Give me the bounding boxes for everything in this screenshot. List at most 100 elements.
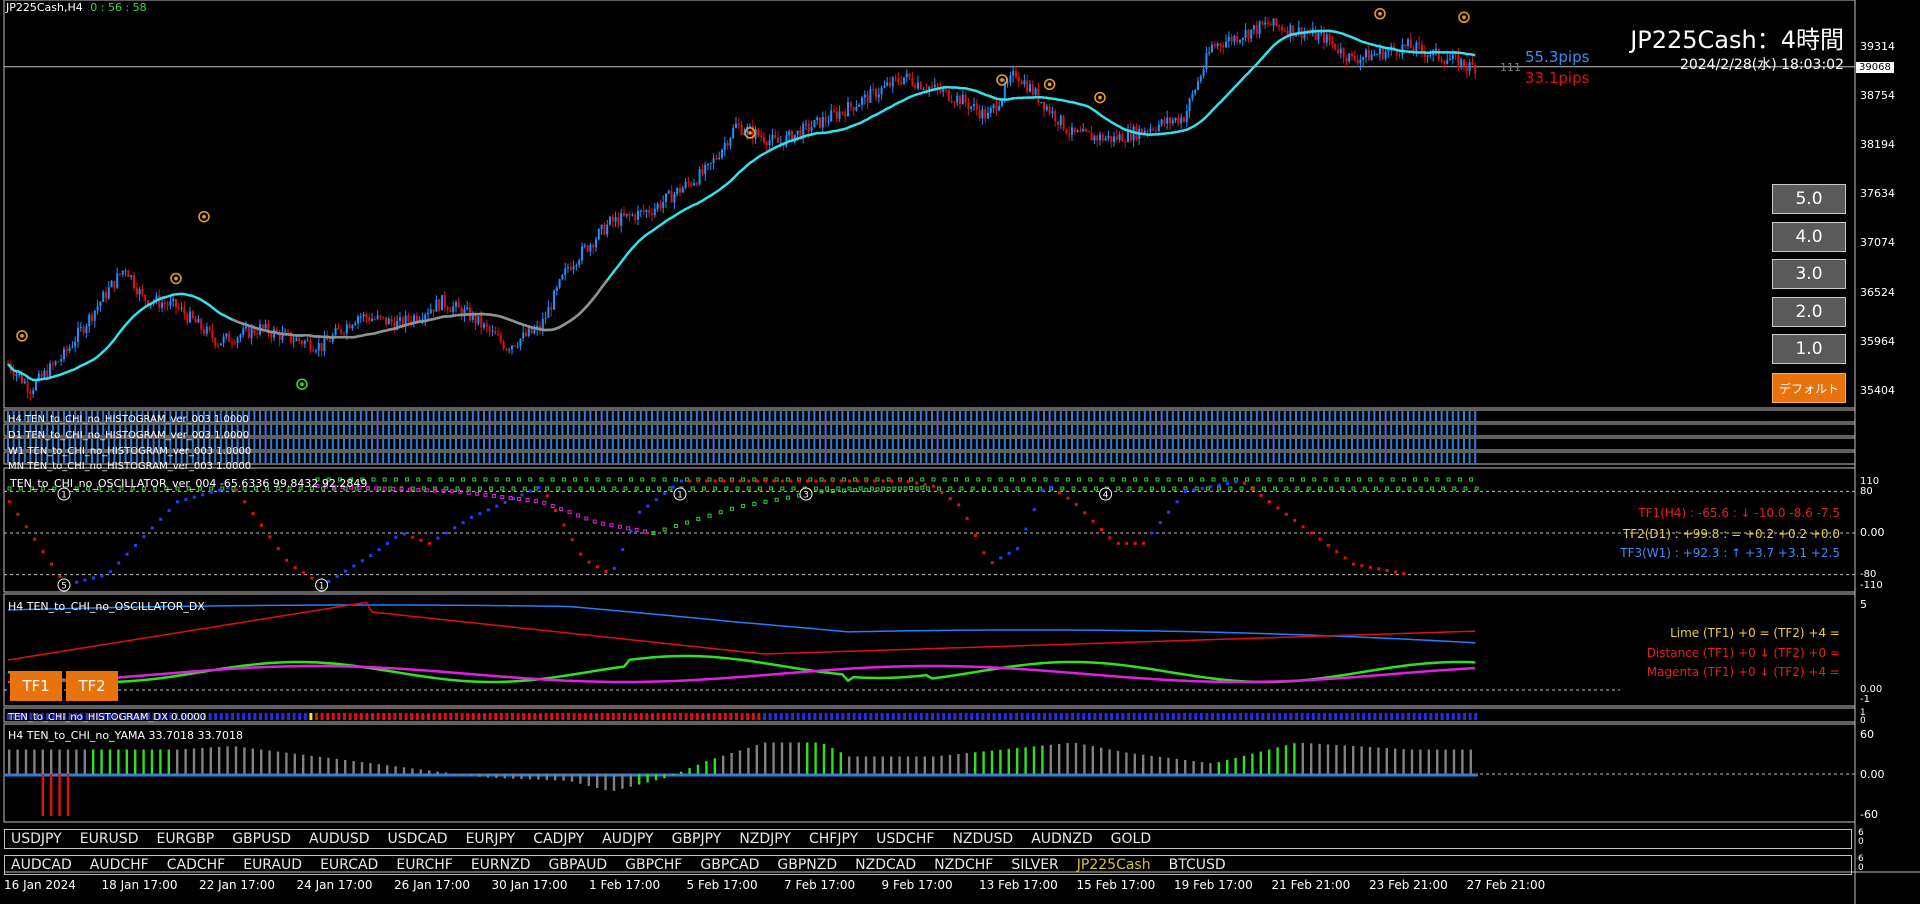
pair-button-gbpnzd[interactable]: GBPNZD bbox=[777, 857, 838, 873]
default-button[interactable]: デフォルト bbox=[1772, 373, 1846, 403]
histogram-dx-bar bbox=[1037, 713, 1041, 720]
histogram-bar bbox=[7, 453, 9, 463]
histogram-bar bbox=[1351, 425, 1353, 435]
osc-tf2-band-marker bbox=[444, 486, 449, 491]
zoom-1-button[interactable]: 1.0 bbox=[1772, 334, 1846, 364]
histogram-bar bbox=[572, 411, 575, 421]
histogram-dx-bar bbox=[550, 713, 554, 720]
candle-body bbox=[541, 318, 544, 331]
histogram-bar bbox=[91, 425, 93, 435]
candle-body bbox=[49, 363, 51, 378]
pair-button-audchf[interactable]: AUDCHF bbox=[89, 857, 149, 873]
candle-body bbox=[547, 307, 550, 318]
candle-body bbox=[936, 84, 939, 89]
yama-bar bbox=[1049, 744, 1052, 774]
candle-body bbox=[264, 323, 267, 329]
histogram-bar bbox=[1328, 453, 1331, 463]
osc-tf1-dot bbox=[822, 479, 826, 483]
yama-bar bbox=[1276, 747, 1279, 774]
histogram-bar bbox=[830, 453, 833, 463]
histogram-dx-bar bbox=[1356, 713, 1360, 720]
tf2-button[interactable]: TF2 bbox=[66, 671, 118, 701]
zoom-2-button[interactable]: 2.0 bbox=[1772, 297, 1846, 327]
pair-button-gbpusd[interactable]: GBPUSD bbox=[232, 831, 291, 847]
zoom-4-button[interactable]: 4.0 bbox=[1772, 222, 1846, 252]
osc-cycle-marker bbox=[57, 487, 71, 501]
histogram-dx-bar bbox=[1261, 713, 1265, 720]
histogram-bar bbox=[925, 411, 928, 421]
candle-body bbox=[21, 374, 23, 384]
pair-button-gbpjpy[interactable]: GBPJPY bbox=[671, 831, 722, 847]
candle-body bbox=[1418, 42, 1421, 45]
pair-button-nzdjpy[interactable]: NZDJPY bbox=[739, 831, 791, 847]
pair-button-btcusd[interactable]: BTCUSD bbox=[1168, 857, 1226, 873]
zoom-3-button[interactable]: 3.0 bbox=[1772, 259, 1846, 289]
histogram-dx-bar bbox=[1317, 713, 1321, 720]
pair-button-jp225cash[interactable]: JP225Cash bbox=[1076, 857, 1151, 873]
pair-button-audusd[interactable]: AUDUSD bbox=[309, 831, 370, 847]
pair-button-gbpchf[interactable]: GBPCHF bbox=[625, 857, 683, 873]
yama-bar bbox=[1024, 747, 1027, 774]
pair-button-cadjpy[interactable]: CADJPY bbox=[533, 831, 585, 847]
pair-button-eurjpy[interactable]: EURJPY bbox=[465, 831, 516, 847]
pair-button-eurchf[interactable]: EURCHF bbox=[396, 857, 453, 873]
histogram-bar bbox=[673, 439, 676, 449]
candle-body bbox=[665, 193, 667, 202]
pair-button-audcad[interactable]: AUDCAD bbox=[11, 857, 72, 873]
pair-button-eurcad[interactable]: EURCAD bbox=[320, 857, 379, 873]
pair-button-cadchf[interactable]: CADCHF bbox=[166, 857, 226, 873]
histogram-dx-label: TEN_to_CHI_no_HISTOGRAM_DX 0.0000 bbox=[8, 712, 207, 723]
pair-button-eurgbp[interactable]: EURGBP bbox=[156, 831, 215, 847]
candle-body bbox=[858, 104, 861, 107]
histogram-dx-bar bbox=[667, 713, 671, 720]
osc-tf2-band-marker bbox=[892, 486, 897, 491]
pair-button-gbpcad[interactable]: GBPCAD bbox=[700, 857, 760, 873]
pair-button-usdjpy[interactable]: USDJPY bbox=[11, 831, 62, 847]
candle-body bbox=[483, 323, 485, 328]
pair-button-eurusd[interactable]: EURUSD bbox=[79, 831, 139, 847]
candle-body bbox=[1404, 44, 1407, 46]
pair-button-nzdusd[interactable]: NZDUSD bbox=[952, 831, 1014, 847]
zoom-5-button[interactable]: 5.0 bbox=[1772, 184, 1846, 214]
candle-body bbox=[1241, 37, 1244, 41]
candle-body bbox=[788, 131, 791, 136]
histogram-bar bbox=[791, 411, 793, 421]
pair-button-usdcad[interactable]: USDCAD bbox=[387, 831, 448, 847]
pair-button-eurnzd[interactable]: EURNZD bbox=[470, 857, 531, 873]
histogram-bar bbox=[807, 425, 810, 435]
histogram-bar bbox=[919, 439, 922, 449]
pair-button-chfjpy[interactable]: CHFJPY bbox=[808, 831, 859, 847]
candle-body bbox=[421, 319, 424, 321]
histogram-bar bbox=[488, 439, 491, 449]
histogram-bar bbox=[1250, 439, 1253, 449]
pair-button-usdchf[interactable]: USDCHF bbox=[876, 831, 935, 847]
yama-bar bbox=[117, 749, 120, 774]
pair-button-audnzd[interactable]: AUDNZD bbox=[1031, 831, 1093, 847]
histogram-bar bbox=[1339, 453, 1342, 463]
osc-tf1-dot bbox=[461, 521, 465, 525]
histogram-bar bbox=[163, 453, 166, 463]
yama-bar bbox=[890, 756, 893, 774]
pair-button-silver[interactable]: SILVER bbox=[1011, 857, 1059, 873]
candle-body bbox=[1244, 30, 1247, 38]
tf1-button[interactable]: TF1 bbox=[10, 671, 62, 701]
yama-bar bbox=[1116, 750, 1120, 774]
pair-button-gold[interactable]: GOLD bbox=[1110, 831, 1152, 847]
osc-tf1-dot bbox=[1226, 482, 1229, 486]
histogram-bar bbox=[947, 453, 950, 463]
histogram-bar bbox=[1026, 439, 1029, 449]
osc-tf2-band-marker bbox=[881, 486, 886, 491]
candle-body bbox=[928, 86, 931, 91]
histogram-bar bbox=[1272, 453, 1275, 463]
candle-body bbox=[60, 359, 63, 362]
pair-button-audjpy[interactable]: AUDJPY bbox=[602, 831, 654, 847]
yama-bar bbox=[428, 770, 431, 774]
pair-button-euraud[interactable]: EURAUD bbox=[243, 857, 303, 873]
pair-button-nzdcad[interactable]: NZDCAD bbox=[855, 857, 917, 873]
pair-button-gbpaud[interactable]: GBPAUD bbox=[548, 857, 608, 873]
histogram-bar bbox=[1110, 453, 1113, 463]
osc-tf2-top-marker bbox=[808, 477, 813, 482]
histogram-bar bbox=[751, 453, 754, 463]
candle-body bbox=[634, 214, 637, 220]
pair-button-nzdchf[interactable]: NZDCHF bbox=[934, 857, 994, 873]
